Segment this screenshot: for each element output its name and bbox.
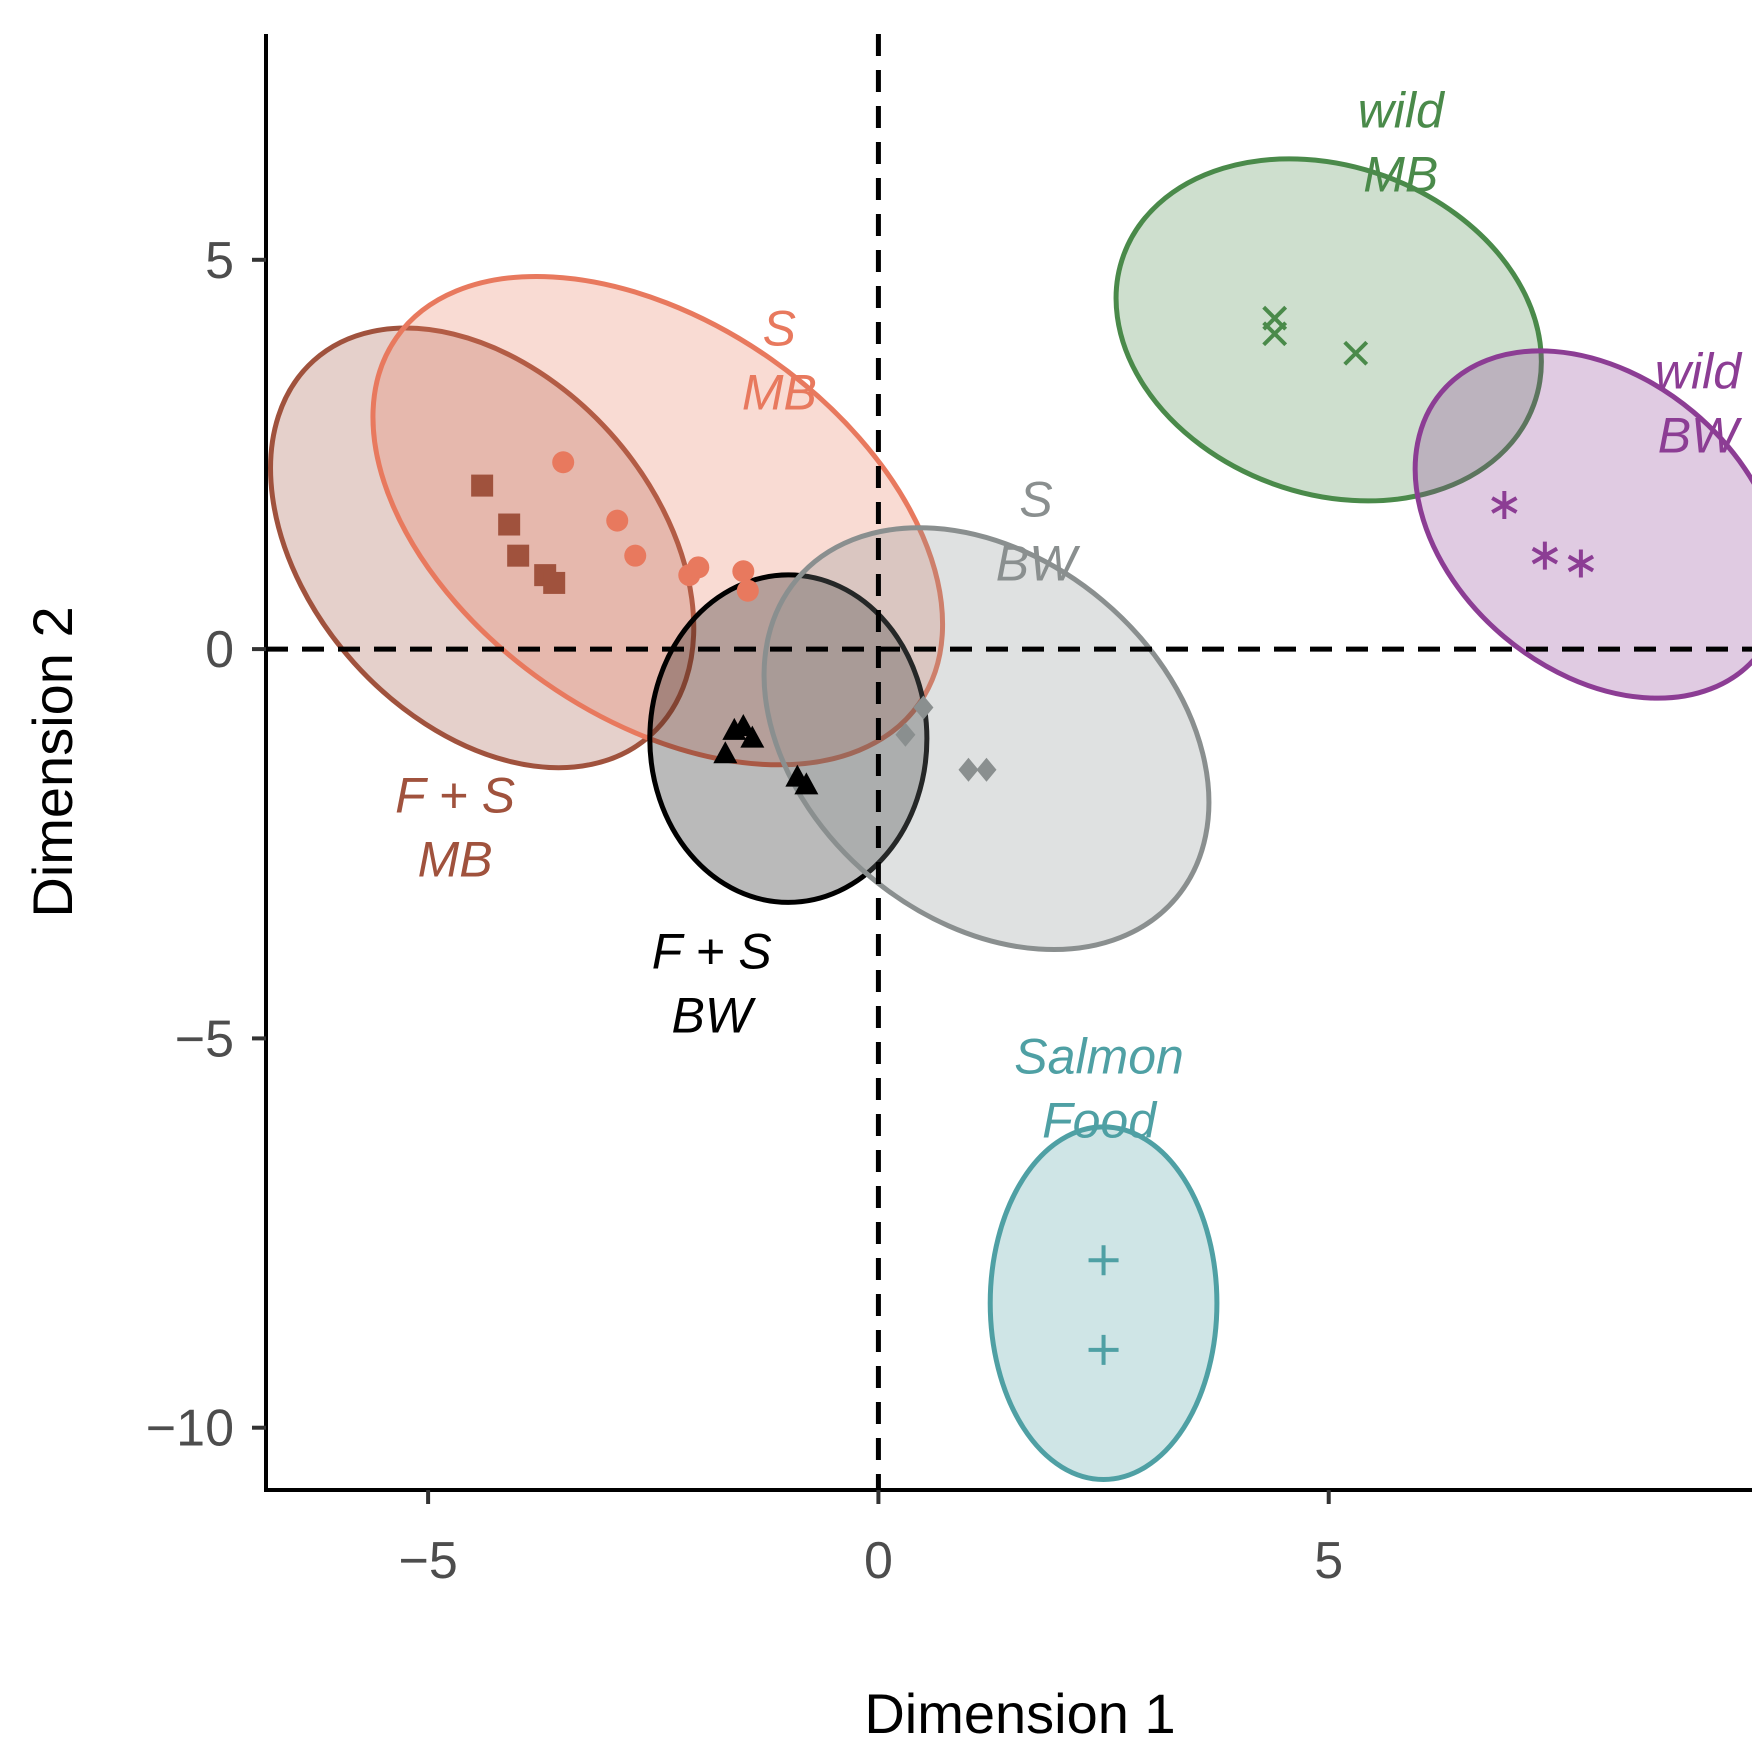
x-tick-label: 5: [1314, 1532, 1343, 1590]
point-f-s-mb: [498, 513, 521, 536]
point-salmon-food: [1088, 1334, 1119, 1365]
point-f-s-bw: [794, 772, 819, 795]
point-s-bw: [895, 722, 916, 747]
reference-lines: [266, 34, 1752, 1490]
point-s-mb: [606, 509, 629, 532]
ellipse-wild-mb: [1113, 156, 1544, 504]
label-s-mb: S: [763, 300, 796, 356]
ellipse-s-bw: [761, 525, 1212, 953]
point-wild-bw: [1567, 549, 1595, 578]
axes: [264, 34, 1752, 1492]
point-s-mb: [736, 579, 759, 602]
ticks: −5 0 5 −10 −5 0 5: [146, 232, 1343, 1590]
point-s-bw: [913, 695, 934, 720]
point-s-mb: [687, 556, 710, 579]
ellipses-layer: [268, 156, 1752, 1482]
label-salmon-food: Food: [1042, 1092, 1158, 1148]
point-salmon-food: [1088, 1245, 1119, 1276]
label-f-s-mb: MB: [418, 832, 493, 888]
point-s-bw: [976, 757, 997, 782]
ellipse-f-s-bw: [647, 572, 930, 905]
label-s-mb: MB: [742, 364, 817, 420]
point-s-bw: [958, 757, 979, 782]
ellipse-wild-bw: [1412, 348, 1752, 701]
point-f-s-mb: [507, 544, 530, 567]
label-s-bw: S: [1019, 472, 1052, 528]
point-wild-bw: [1531, 541, 1559, 570]
group-labels: F + S MB S MB F + S BW S BW wild MB wild BW Salmon Fo…: [395, 82, 1743, 1148]
y-axis-title: Dimension 2: [21, 606, 84, 917]
points-layer: [471, 305, 1595, 1365]
label-wild-mb: wild: [1358, 82, 1446, 138]
y-tick-label: −10: [146, 1400, 234, 1458]
point-wild-mb: [1262, 321, 1288, 347]
x-axis-title: Dimension 1: [864, 1682, 1175, 1745]
point-f-s-mb: [543, 571, 566, 594]
point-s-mb: [732, 560, 755, 583]
label-f-s-bw: F + S: [652, 923, 772, 979]
label-wild-mb: MB: [1363, 146, 1438, 202]
point-f-s-bw: [731, 713, 756, 736]
y-tick-label: 5: [205, 232, 234, 290]
label-f-s-bw: BW: [672, 987, 757, 1043]
label-wild-bw: BW: [1658, 407, 1743, 463]
label-salmon-food: Salmon: [1014, 1028, 1184, 1084]
point-f-s-bw: [713, 741, 738, 764]
label-f-s-mb: F + S: [395, 768, 515, 824]
y-tick-label: 0: [205, 621, 234, 679]
label-wild-bw: wild: [1655, 343, 1743, 399]
ellipse-salmon-food: [987, 1124, 1220, 1482]
point-s-mb: [624, 544, 647, 567]
x-tick-label: −5: [398, 1532, 457, 1590]
x-tick-label: 0: [864, 1532, 893, 1590]
point-f-s-mb: [471, 474, 494, 497]
point-wild-bw: [1491, 491, 1518, 520]
y-tick-label: −5: [175, 1010, 234, 1068]
point-f-s-bw: [740, 725, 765, 748]
point-wild-mb: [1343, 340, 1369, 366]
point-s-mb: [552, 451, 575, 474]
label-s-bw: BW: [996, 536, 1081, 592]
